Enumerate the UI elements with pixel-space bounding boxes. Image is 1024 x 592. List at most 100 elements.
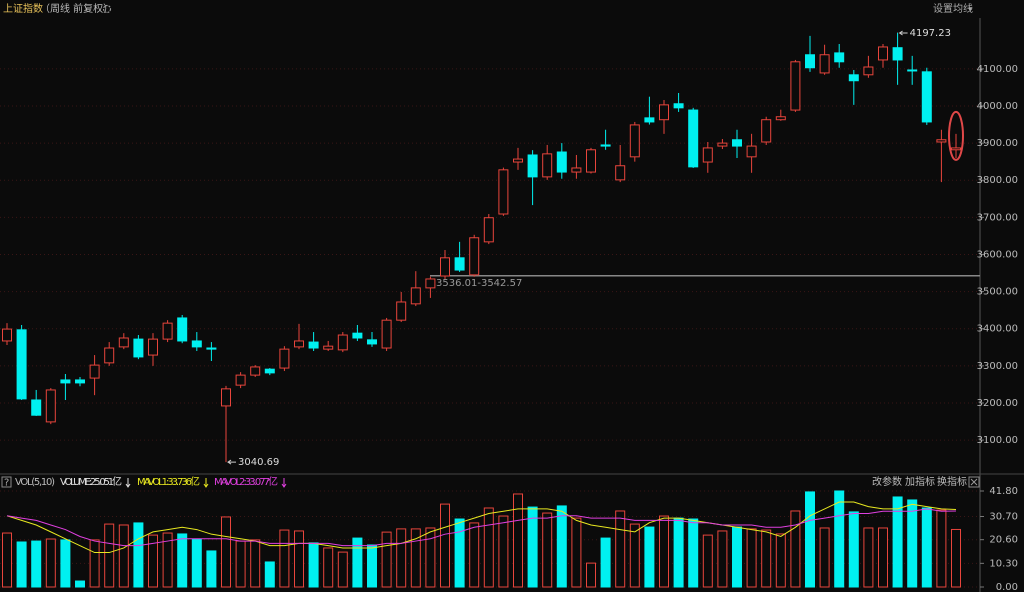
- toolbar-button[interactable]: 改参数: [872, 475, 902, 488]
- volume-bar: [221, 516, 231, 588]
- volume-bar: [440, 503, 450, 588]
- candle-body: [761, 119, 772, 143]
- volume-bar: [746, 528, 757, 588]
- volume-bar: [381, 531, 392, 588]
- dropdown-icon: [968, 8, 972, 11]
- candle-body: [542, 153, 553, 178]
- volume-bar: [644, 526, 655, 588]
- candle-body: [790, 61, 801, 111]
- candle-body: [483, 217, 494, 243]
- volume-bar: [89, 539, 100, 588]
- y-tick-label: 20.60: [989, 535, 1018, 546]
- ma-settings[interactable]: 设置均线: [933, 2, 973, 15]
- volume-bar: [790, 510, 801, 588]
- volume-bar: [60, 539, 71, 588]
- volume-bar: [16, 541, 27, 588]
- y-tick-label: 10.30: [989, 558, 1018, 569]
- trend-arrow: [125, 478, 131, 488]
- close-button[interactable]: [968, 476, 980, 488]
- candle-body: [629, 124, 640, 158]
- candle-body: [235, 374, 246, 386]
- y-tick-label: 3900.00: [977, 138, 1018, 149]
- volume-bar: [279, 529, 290, 588]
- trend-arrow: [203, 478, 209, 488]
- candle-body: [264, 368, 275, 374]
- legend-entry: MAVOL2:33.077亿: [214, 475, 278, 488]
- chart-subtitle: （周线 前复权）: [40, 2, 113, 15]
- candle-body: [659, 104, 669, 121]
- volume-bar: [732, 526, 742, 588]
- volume-bar: [775, 533, 786, 588]
- candle-body: [133, 338, 144, 358]
- volume-bar: [308, 542, 319, 588]
- candle-body: [352, 332, 363, 339]
- y-tick-label: 3400.00: [977, 324, 1018, 335]
- volume-bar: [352, 537, 363, 588]
- range-label: 3536.01-3542.57: [436, 278, 522, 289]
- candle-body: [89, 364, 100, 379]
- volume-bar: [206, 550, 217, 588]
- volume-bar: [892, 496, 903, 588]
- volume-bar: [761, 529, 772, 588]
- candle-body: [250, 366, 261, 376]
- candle-body: [308, 341, 319, 349]
- candle-body: [221, 388, 231, 407]
- candle-body: [323, 345, 334, 350]
- candle-body: [746, 145, 757, 158]
- legend-entry: MAVOL1:33.736亿: [137, 475, 200, 488]
- toolbar-button[interactable]: 加指标: [905, 475, 935, 488]
- volume-bar: [2, 532, 12, 588]
- candle-body: [337, 334, 348, 351]
- candle-body: [191, 340, 202, 348]
- volume-bar: [250, 539, 261, 588]
- candle-body: [410, 287, 421, 305]
- candle-body: [936, 139, 947, 143]
- volume-bar: [162, 532, 173, 588]
- y-tick-label: 4000.00: [977, 101, 1018, 112]
- candle-body: [75, 379, 85, 384]
- help-button[interactable]: [1, 476, 12, 488]
- settings-icon[interactable]: [102, 4, 112, 14]
- candle-body: [177, 317, 188, 342]
- candle-body: [688, 109, 699, 168]
- volume-bar: [483, 507, 494, 588]
- chart-title: 上证指数: [3, 2, 43, 15]
- volume-bar: [834, 490, 845, 588]
- volume-bar: [498, 515, 509, 588]
- candle-body: [819, 54, 830, 74]
- candle-body: [848, 74, 859, 82]
- marker-arrow: [898, 30, 908, 36]
- y-tick-label: 3800.00: [977, 175, 1018, 186]
- legend-entry: VOLUME:25.051亿: [60, 475, 122, 488]
- candle-body: [615, 165, 626, 181]
- volume-bar: [425, 527, 436, 588]
- candle-body: [556, 151, 567, 173]
- volume-bar: [323, 547, 334, 588]
- volume-bar: [936, 509, 947, 588]
- volume-bar: [717, 530, 728, 588]
- volume-bar: [951, 528, 961, 588]
- volume-bar: [556, 505, 567, 588]
- volume-bar: [571, 517, 582, 588]
- toolbar-button[interactable]: 换指标: [937, 475, 967, 488]
- candle-body: [2, 328, 12, 342]
- candle-body: [396, 301, 407, 321]
- y-tick-label: 3600.00: [977, 249, 1018, 260]
- candle-body: [16, 329, 27, 400]
- candle-body: [775, 116, 786, 121]
- y-tick-label: 3500.00: [977, 287, 1018, 298]
- highlight-ring: [948, 110, 964, 161]
- y-tick-label: 3200.00: [977, 398, 1018, 409]
- volume-bar: [469, 522, 480, 588]
- volume-bar: [629, 523, 640, 588]
- candle-body: [702, 147, 713, 163]
- candle-body: [921, 71, 932, 123]
- volume-bar: [921, 507, 932, 588]
- candle-body: [206, 347, 217, 350]
- candle-body: [863, 66, 874, 76]
- candle-body: [717, 142, 728, 147]
- volume-bar: [878, 527, 888, 588]
- volume-bar: [527, 506, 538, 588]
